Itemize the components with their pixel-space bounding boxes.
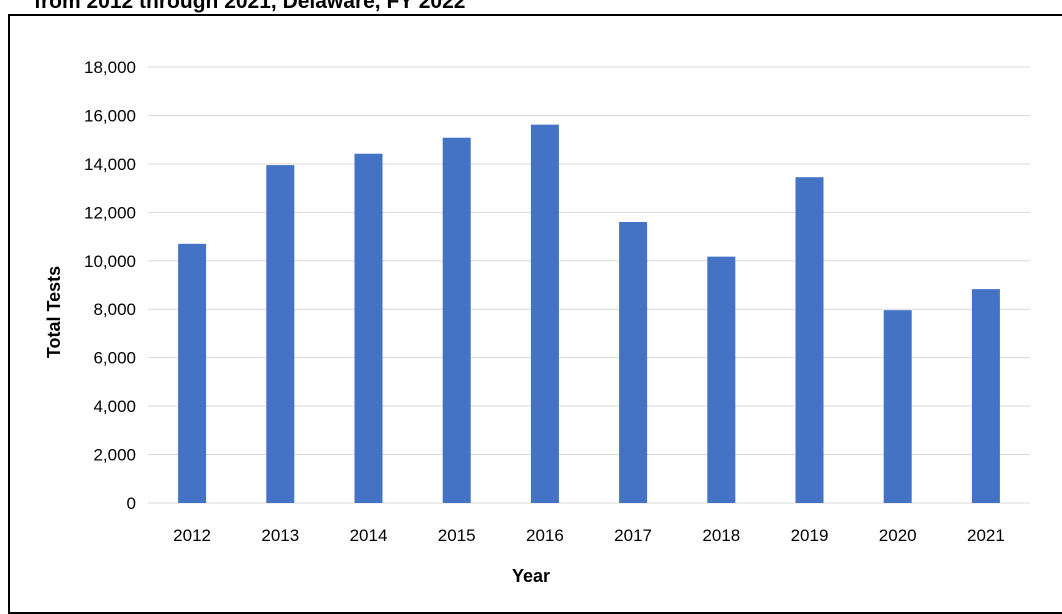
bars: [178, 124, 1000, 504]
y-axis-title: Total Tests: [44, 266, 64, 358]
x-tick-label: 2015: [438, 526, 476, 545]
x-tick-label: 2019: [791, 526, 829, 545]
bar-chart: 0 2,000 4,000 6,000 8,000 10,000 12,000 14,000 1…: [44, 58, 1030, 586]
x-tick-labels: 2012 2013 2014 2015 2016 2017 2018 2019 2020 2021: [173, 526, 1005, 545]
bar-2018: [707, 256, 736, 503]
y-tick-label: 8,000: [93, 300, 136, 319]
y-tick-label: 12,000: [84, 203, 136, 222]
y-tick-label: 10,000: [84, 252, 136, 271]
bar-2019: [795, 177, 824, 503]
y-tick-label: 4,000: [93, 397, 136, 416]
y-tick-label: 18,000: [84, 58, 136, 77]
bar-2017: [619, 222, 648, 503]
y-tick-label: 2,000: [93, 446, 136, 465]
x-tick-label: 2013: [261, 526, 299, 545]
x-tick-label: 2016: [526, 526, 564, 545]
y-tick-label: 16,000: [84, 106, 136, 125]
y-tick-label: 14,000: [84, 155, 136, 174]
y-tick-label: 0: [127, 494, 136, 513]
x-tick-label: 2017: [614, 526, 652, 545]
y-tick-labels: 0 2,000 4,000 6,000 8,000 10,000 12,000 14,000 1…: [84, 58, 136, 513]
chart-title-fragment: from 2012 through 2021, Delaware, FY 202…: [34, 0, 466, 13]
bar-2016: [530, 124, 559, 503]
x-axis-title: Year: [512, 566, 550, 586]
y-tick-label: 6,000: [93, 349, 136, 368]
x-tick-label: 2021: [967, 526, 1005, 545]
gridlines: [148, 66, 1030, 504]
bar-2014: [354, 153, 383, 503]
bar-2012: [178, 243, 207, 504]
bar-2013: [266, 165, 295, 503]
x-tick-label: 2014: [350, 526, 388, 545]
x-tick-label: 2018: [702, 526, 740, 545]
bar-2015: [442, 137, 471, 503]
bar-2020: [883, 310, 912, 503]
bar-2021: [971, 289, 1000, 503]
x-tick-label: 2012: [173, 526, 211, 545]
x-tick-label: 2020: [879, 526, 917, 545]
